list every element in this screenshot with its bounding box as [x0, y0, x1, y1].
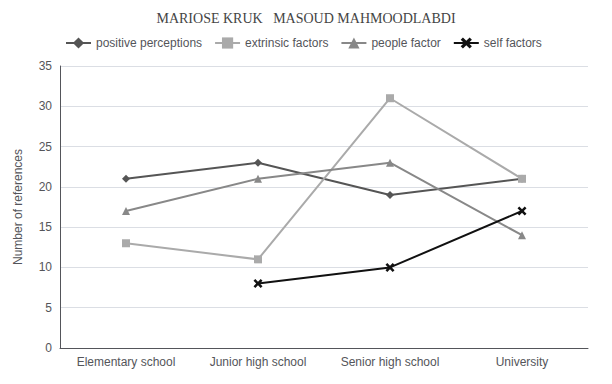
svg-text:15: 15	[39, 220, 53, 234]
svg-text:10: 10	[39, 260, 53, 274]
svg-text:MARIOSE KRUK MASOUD MAHMOODL: MARIOSE KRUK MASOUD MAHMOODLABDI	[156, 11, 455, 26]
svg-text:0: 0	[45, 341, 52, 355]
svg-text:20: 20	[39, 180, 53, 194]
svg-text:Number of references: Number of references	[11, 149, 25, 265]
svg-text:people factor: people factor	[371, 36, 440, 50]
svg-text:extrinsic factors: extrinsic factors	[245, 36, 328, 50]
svg-text:Senior high school: Senior high school	[341, 355, 440, 369]
svg-text:35: 35	[39, 59, 53, 73]
svg-text:Junior high school: Junior high school	[210, 355, 307, 369]
svg-text:30: 30	[39, 99, 53, 113]
svg-text:University: University	[496, 355, 549, 369]
svg-text:25: 25	[39, 140, 53, 154]
svg-text:5: 5	[45, 301, 52, 315]
svg-text:positive perceptions: positive perceptions	[96, 36, 202, 50]
svg-text:self factors: self factors	[484, 36, 542, 50]
svg-text:Elementary school: Elementary school	[77, 355, 176, 369]
